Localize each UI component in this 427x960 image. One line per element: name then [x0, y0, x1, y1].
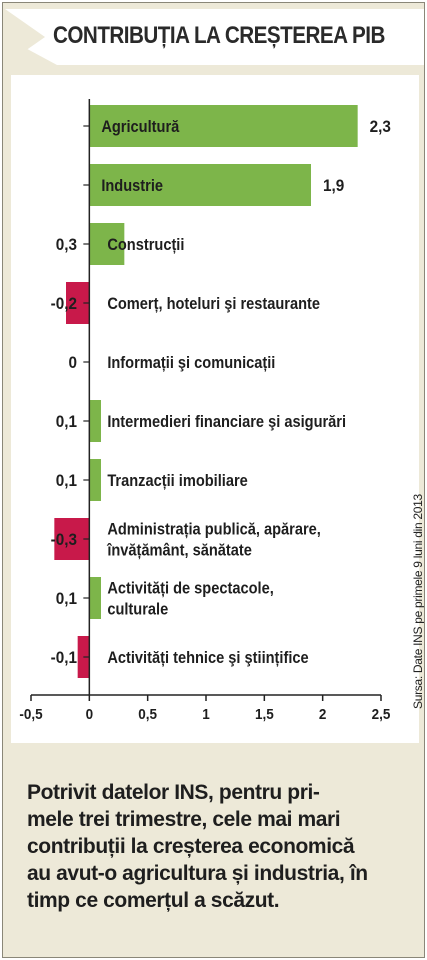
summary-note: Potrivit datelor INS, pentru pri- mele t… [27, 779, 409, 914]
bar [89, 223, 125, 265]
source-note: Sursa: Date INS pe primele 9 luni din 20… [411, 494, 425, 709]
x-tick-label: 0,5 [138, 706, 157, 723]
title-banner-shape [5, 9, 424, 65]
value-label: 0,1 [56, 471, 77, 490]
value-label: 1,9 [323, 176, 344, 195]
x-tick-label: -0,5 [19, 706, 42, 723]
value-label: 0 [68, 353, 77, 372]
summary-line: mele trei trimestre, cele mai mari [27, 808, 341, 831]
bar [66, 282, 90, 324]
value-label: 2,3 [370, 117, 391, 136]
category-label: învățământ, sănătate [106, 542, 252, 560]
chart-panel: Agricultură 2,3 Industrie 1,9 Construcții 0,3… [11, 75, 419, 743]
category-label: Intermedieri financiare şi asigurări [107, 413, 346, 431]
summary-line: Potrivit datelor INS, pentru pri- [27, 781, 320, 804]
value-label: 0,1 [56, 589, 77, 608]
bar [89, 459, 101, 501]
x-tick-label: 0 [86, 706, 94, 723]
category-label: Industrie [101, 177, 163, 195]
chart-title: CONTRIBUȚIA LA CREȘTEREA PIB [53, 22, 385, 49]
category-label: Construcții [107, 236, 184, 254]
category-label: Activități tehnice şi ştiințifice [107, 649, 309, 667]
x-tick-label: 1 [202, 706, 210, 723]
category-label: Agricultură [101, 118, 179, 136]
summary-line: au avut-o agricultura și industria, în [27, 862, 368, 885]
value-label: 0,1 [56, 412, 77, 431]
category-label: Tranzacții imobiliare [107, 472, 248, 490]
category-label: Comerț, hoteluri şi restaurante [107, 295, 320, 313]
category-label: Administrația publică, apărare, [107, 521, 321, 539]
value-label: -0,1 [51, 648, 77, 667]
bar [89, 577, 101, 619]
x-tick-label: 2,5 [372, 706, 391, 723]
x-tick-label: 2 [319, 706, 327, 723]
summary-line: contribuții la creșterea economică [27, 835, 355, 858]
bar-chart: Agricultură 2,3 Industrie 1,9 Construcții 0,3… [19, 99, 391, 723]
bar [89, 164, 311, 206]
value-label: -0,2 [51, 294, 77, 313]
value-label: -0,3 [51, 530, 77, 549]
category-label: Activități de spectacole, [107, 580, 273, 598]
title-bar: CONTRIBUȚIA LA CREȘTEREA PIB [5, 9, 424, 65]
category-label: Informații şi comunicații [107, 354, 275, 372]
bar [89, 105, 358, 147]
category-label: culturale [107, 601, 168, 619]
value-label: 0,3 [56, 235, 77, 254]
x-tick-label: 1,5 [255, 706, 274, 723]
bar [89, 400, 101, 442]
summary-line: timp ce comerțul a scăzut. [27, 889, 280, 912]
